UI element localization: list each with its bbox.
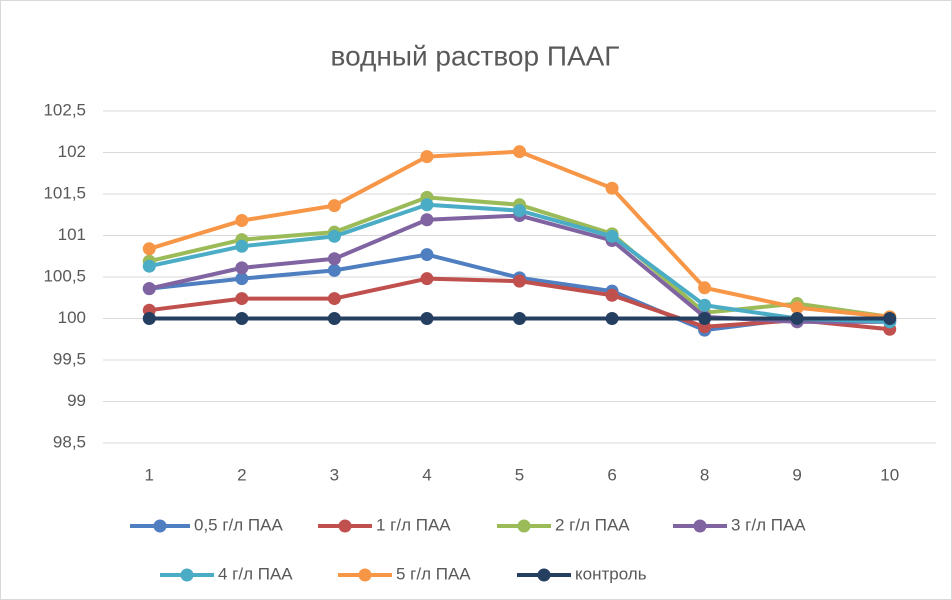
data-point <box>883 312 897 325</box>
data-point <box>142 312 156 325</box>
x-tick-label: 1 <box>145 465 154 484</box>
data-point <box>420 272 434 286</box>
data-point <box>327 199 341 213</box>
data-point <box>420 150 434 164</box>
data-point <box>790 301 804 315</box>
data-point <box>420 312 434 325</box>
data-point <box>420 248 434 262</box>
data-point <box>235 272 249 286</box>
y-tick-label: 102,5 <box>43 100 86 119</box>
data-point <box>605 288 619 302</box>
data-point <box>513 145 526 159</box>
legend-label: 3 г/л ПАА <box>731 515 806 534</box>
y-tick-label: 101 <box>58 225 86 244</box>
x-tick-label: 2 <box>237 465 246 484</box>
x-tick-label: 8 <box>700 465 709 484</box>
data-point <box>605 312 619 325</box>
y-tick-label: 100,5 <box>43 266 86 285</box>
data-point <box>513 312 526 325</box>
data-point <box>142 259 156 273</box>
chart-title: водный раствор ПААГ <box>331 40 620 71</box>
legend-label: 2 г/л ПАА <box>555 515 630 534</box>
y-tick-label: 101,5 <box>43 183 86 202</box>
y-tick-label: 102 <box>58 142 86 161</box>
legend-label: 0,5 г/л ПАА <box>194 515 283 534</box>
x-tick-label: 4 <box>422 465 431 484</box>
data-point <box>327 252 341 266</box>
y-tick-label: 99,5 <box>53 349 86 368</box>
x-tick-label: 10 <box>880 465 899 484</box>
data-point <box>513 274 526 288</box>
legend-marker <box>517 519 531 533</box>
y-tick-label: 100 <box>58 308 86 327</box>
data-point <box>790 312 804 325</box>
data-point <box>698 281 712 295</box>
legend-label: контроль <box>575 564 647 583</box>
data-point <box>327 263 341 277</box>
legend-marker <box>338 519 352 533</box>
data-point <box>513 204 526 218</box>
data-point <box>235 214 249 228</box>
legend-label: 4 г/л ПАА <box>218 564 293 583</box>
legend-marker <box>180 568 194 582</box>
legend-label: 1 г/л ПАА <box>376 515 451 534</box>
data-point <box>235 312 249 325</box>
x-tick-label: 3 <box>330 465 339 484</box>
data-point <box>698 298 712 312</box>
legend-marker <box>358 568 372 582</box>
data-point <box>605 181 619 195</box>
data-point <box>142 242 156 256</box>
data-point <box>235 239 249 253</box>
data-point <box>327 312 341 325</box>
legend-label: 5 г/л ПАА <box>396 564 471 583</box>
x-tick-label: 6 <box>607 465 616 484</box>
data-point <box>235 292 249 306</box>
data-point <box>327 292 341 306</box>
x-tick-label: 5 <box>515 465 524 484</box>
legend-marker <box>693 519 707 533</box>
data-point <box>235 261 249 275</box>
y-tick-label: 98,5 <box>53 432 86 451</box>
data-point <box>698 312 712 325</box>
data-point <box>420 213 434 227</box>
legend-marker <box>537 568 551 582</box>
x-tick-label: 9 <box>792 465 801 484</box>
data-point <box>420 198 434 212</box>
data-point <box>605 229 619 243</box>
y-tick-label: 99 <box>67 391 86 410</box>
legend-marker <box>153 519 167 533</box>
data-point <box>142 282 156 296</box>
data-point <box>327 229 341 243</box>
